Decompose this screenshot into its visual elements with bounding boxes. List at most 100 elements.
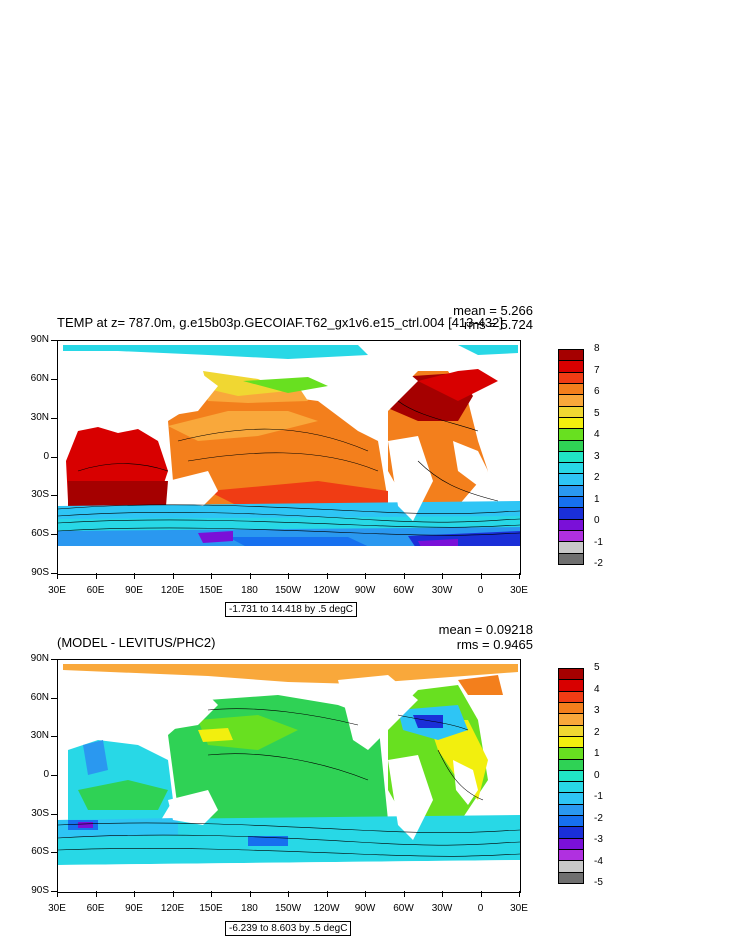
- longitude-label: 60E: [86, 903, 105, 914]
- longitude-tick: [403, 573, 405, 579]
- rms-value: rms = 0.9465: [456, 637, 533, 652]
- temperature-panel: mean = 5.266 rms = 5.724 TEMP at z= 787.…: [30, 303, 618, 617]
- longitude-tick: [95, 891, 97, 897]
- colorbar-label: 1: [594, 493, 600, 505]
- colorbar-label: 2: [594, 726, 600, 738]
- latitude-tick: [51, 736, 57, 738]
- panel-title: (MODEL - LEVITUS/PHC2): [57, 635, 216, 650]
- latitude-label: 0: [43, 450, 49, 462]
- longitude-label: 60W: [393, 585, 414, 596]
- colorbar-label: -2: [594, 558, 603, 569]
- latitude-tick: [51, 340, 57, 341]
- latitude-tick: [51, 495, 57, 497]
- longitude-label: 0: [477, 903, 484, 914]
- longitude-label: 30E: [48, 903, 66, 914]
- longitude-label: 180: [241, 585, 258, 596]
- longitude-tick: [326, 891, 328, 897]
- colorbar-label: 2: [594, 472, 600, 483]
- longitude-tick: [480, 573, 482, 579]
- longitude-label: 30E: [510, 903, 528, 914]
- latitude-label: 60S: [31, 846, 49, 858]
- longitude-tick: [172, 891, 174, 897]
- longitude-tick: [249, 891, 251, 897]
- longitude-tick: [57, 573, 58, 579]
- latitude-tick: [51, 852, 57, 854]
- longitude-label: 90W: [354, 585, 376, 596]
- mean-value: mean = 5.266: [453, 303, 533, 318]
- latitude-tick: [51, 417, 57, 419]
- longitude-label: 30E: [48, 585, 66, 596]
- latitude-label: 60N: [30, 691, 49, 703]
- longitude-label: 30W: [431, 585, 453, 596]
- latitude-label: 90N: [30, 653, 49, 664]
- colorbar-label: 5: [594, 662, 600, 673]
- latitude-label: 90S: [31, 885, 49, 896]
- colorbar: 5 4 3 2 1 0 -1 -2 -3 -4 -5: [558, 662, 618, 888]
- longitude-tick: [519, 573, 520, 579]
- longitude-label: 150E: [199, 903, 223, 914]
- colorbar-label: 3: [594, 450, 600, 462]
- colorbar-swatch: [558, 552, 584, 565]
- mean-value: mean = 0.09218: [438, 622, 533, 637]
- longitude-tick: [249, 573, 251, 579]
- longitude-label: 60W: [393, 903, 414, 914]
- colorbar-label: -1: [594, 536, 603, 548]
- colorbar-label: 6: [594, 386, 600, 397]
- difference-map-svg: [58, 660, 520, 892]
- colorbar-swatch: [558, 871, 584, 884]
- latitude-tick: [51, 891, 57, 892]
- longitude-label: 120W: [313, 903, 340, 914]
- longitude-label: 0: [477, 585, 484, 596]
- longitude-tick: [172, 573, 174, 579]
- longitude-tick: [403, 891, 405, 897]
- latitude-tick: [51, 573, 57, 574]
- longitude-tick: [442, 573, 443, 579]
- longitude-label: 150W: [274, 585, 302, 596]
- latitude-label: 0: [43, 769, 49, 780]
- latitude-tick: [51, 813, 57, 815]
- colorbar-label: -5: [594, 877, 603, 888]
- latitude-tick: [51, 697, 57, 699]
- temperature-map: [57, 340, 521, 575]
- latitude-label: 30N: [30, 730, 49, 742]
- latitude-label: 90N: [30, 334, 49, 345]
- latitude-label: 30S: [31, 489, 49, 501]
- latitude-tick: [51, 775, 57, 776]
- colorbar-label: 3: [594, 705, 600, 716]
- longitude-label: 150W: [274, 903, 302, 914]
- rms-value: rms = 5.724: [463, 317, 533, 332]
- colorbar-label: -4: [594, 855, 603, 867]
- longitude-tick: [95, 573, 97, 579]
- colorbar-label: 1: [594, 748, 600, 759]
- latitude-label: 30S: [31, 807, 49, 819]
- contour-info-box: -6.239 to 8.603 by .5 degC: [225, 921, 352, 936]
- longitude-label: 60E: [86, 585, 105, 596]
- difference-map: [57, 659, 521, 893]
- colorbar-label: 5: [594, 407, 600, 419]
- colorbar-label: 7: [594, 364, 600, 376]
- latitude-label: 90S: [31, 567, 49, 578]
- longitude-label: 180: [241, 903, 258, 914]
- panel-title: TEMP at z= 787.0m, g.e15b03p.GECOIAF.T62…: [57, 315, 503, 330]
- longitude-tick: [519, 891, 520, 897]
- colorbar-label: 0: [594, 769, 600, 781]
- colorbar: 8 7 6 5 4 3 2 1 0 -1 -2: [558, 343, 618, 569]
- longitude-label: 30W: [431, 903, 453, 914]
- longitude-tick: [211, 891, 212, 897]
- longitude-tick: [326, 573, 328, 579]
- longitude-tick: [288, 573, 289, 579]
- longitude-label: 150E: [199, 585, 223, 596]
- colorbar-label: 4: [594, 429, 600, 440]
- latitude-label: 30N: [30, 411, 49, 423]
- latitude-tick: [51, 456, 57, 458]
- colorbar-label: 4: [594, 683, 600, 695]
- colorbar-label: -3: [594, 834, 603, 845]
- latitude-label: 60S: [31, 528, 49, 540]
- longitude-label: 120E: [160, 903, 185, 914]
- colorbar-label: -2: [594, 812, 603, 824]
- latitude-tick: [51, 659, 57, 660]
- longitude-label: 90E: [125, 903, 143, 914]
- longitude-tick: [57, 891, 58, 897]
- latitude-tick: [51, 534, 57, 536]
